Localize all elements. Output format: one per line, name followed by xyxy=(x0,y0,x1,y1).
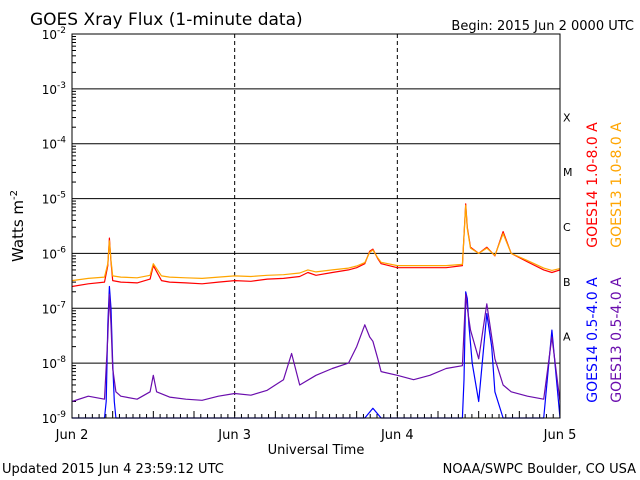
legend: GOES14 1.0-8.0 A GOES13 1.0-8.0 A GOES14 0… xyxy=(585,122,625,403)
legend-entry: GOES13 0.5-4.0 A xyxy=(609,277,625,403)
y-tick-label: 10-2 xyxy=(42,26,66,42)
y-tick-label: 10-4 xyxy=(42,136,67,152)
y-tick-labels: 10-9 10-8 10-7 10-6 10-5 10-4 10-3 10-2 xyxy=(42,26,67,426)
y-axis-label-main: Watts m xyxy=(9,200,27,262)
y-tick-label: 10-8 xyxy=(42,355,67,371)
flare-class-labels: A B C M X xyxy=(563,111,573,343)
x-tick-label: Jun 3 xyxy=(217,428,251,443)
x-axis-label: Universal Time xyxy=(268,443,365,458)
series-line xyxy=(71,293,561,403)
y-tick-label: 10-6 xyxy=(42,245,67,261)
plot-frame xyxy=(71,33,561,419)
series-lines xyxy=(71,203,561,419)
x-tick-label: Jun 5 xyxy=(543,428,577,443)
flare-class-label: A xyxy=(563,331,571,344)
flare-class-label: M xyxy=(563,166,573,179)
source-label: NOAA/SWPC Boulder, CO USA xyxy=(443,462,636,477)
y-axis-label: Watts m-2 xyxy=(9,190,27,262)
y-axis-label-superscript: -2 xyxy=(9,190,20,200)
grid-lines xyxy=(72,34,560,418)
x-tick-labels: Jun 2 Jun 3 Jun 4 Jun 5 xyxy=(55,428,577,443)
series-line xyxy=(71,204,561,282)
series-line xyxy=(71,203,561,288)
legend-entry: GOES13 1.0-8.0 A xyxy=(609,122,625,248)
y-tick-label: 10-3 xyxy=(42,81,66,97)
chart-title: GOES Xray Flux (1-minute data) xyxy=(30,10,303,30)
x-tick-label: Jun 4 xyxy=(380,428,414,443)
x-tick-label: Jun 2 xyxy=(55,428,89,443)
begin-label: Begin: 2015 Jun 2 0000 UTC xyxy=(451,19,634,34)
flare-class-label: C xyxy=(563,221,571,234)
updated-label: Updated 2015 Jun 4 23:59:12 UTC xyxy=(2,462,224,477)
legend-entry: GOES14 0.5-4.0 A xyxy=(585,277,601,403)
legend-entry: GOES14 1.0-8.0 A xyxy=(585,122,601,248)
y-tick-label: 10-9 xyxy=(42,410,67,426)
flare-class-label: B xyxy=(563,276,571,289)
y-tick-label: 10-7 xyxy=(42,300,66,316)
flare-class-label: X xyxy=(563,111,571,124)
y-tick-label: 10-5 xyxy=(42,191,66,207)
